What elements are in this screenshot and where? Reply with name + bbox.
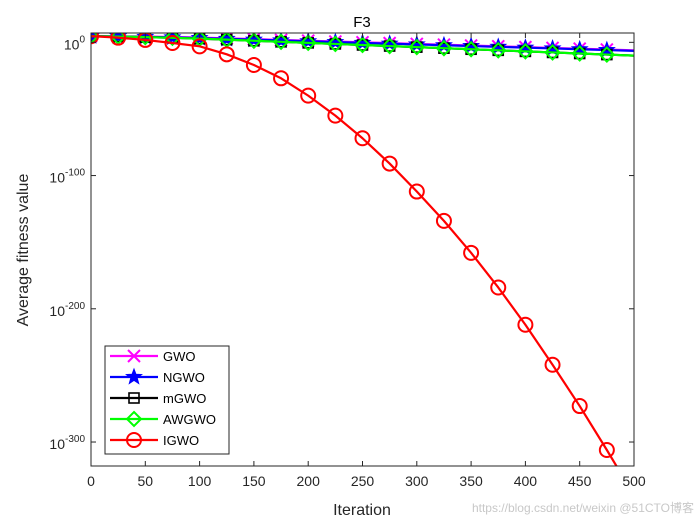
marker-circle	[354, 130, 371, 147]
x-tick-label: 350	[459, 473, 483, 489]
x-tick-label: 250	[351, 473, 375, 489]
chart-title: F3	[353, 14, 371, 31]
marker-circle	[381, 155, 398, 172]
marker-circle	[91, 33, 99, 45]
marker-circle	[245, 56, 262, 73]
marker-diamond	[516, 42, 534, 60]
legend-item-mgwo: mGWO	[110, 391, 206, 406]
marker-circle	[571, 398, 588, 415]
marker-circle	[544, 356, 561, 373]
y-axis-label: Average fitness value	[15, 174, 32, 327]
marker-diamond	[435, 39, 453, 57]
series-line-igwo	[91, 35, 618, 466]
marker-diamond	[381, 37, 399, 55]
marker-circle	[273, 70, 290, 87]
marker-diamond	[91, 33, 100, 45]
marker-diamond	[462, 40, 480, 58]
x-tick-label: 200	[297, 473, 321, 489]
x-axis-label: Iteration	[333, 502, 391, 519]
series-layer	[91, 33, 634, 466]
marker-circle	[598, 442, 615, 459]
x-tick-label: 100	[188, 473, 212, 489]
legend-box	[104, 345, 230, 455]
x-tick-label: 500	[622, 473, 646, 489]
marker-circle	[435, 212, 452, 229]
marker-diamond	[571, 45, 589, 62]
marker-diamond	[408, 38, 426, 56]
marker-star	[125, 367, 143, 385]
marker-circle	[137, 33, 154, 48]
x-tick-label: 50	[138, 473, 154, 489]
marker-circle	[463, 244, 480, 261]
y-tick-label: 10-300	[49, 434, 85, 452]
marker-circle	[408, 183, 425, 200]
y-tick-label: 10-100	[49, 168, 85, 186]
legend-label: AWGWO	[163, 412, 216, 427]
legend-label: NGWO	[163, 370, 205, 385]
series-awgwo	[91, 33, 634, 63]
legend-label: IGWO	[163, 433, 199, 448]
marker-diamond	[272, 33, 290, 51]
marker-diamond	[489, 41, 507, 59]
marker-diamond	[125, 410, 143, 428]
marker-square	[128, 392, 140, 404]
x-tick-label: 150	[242, 473, 266, 489]
legend-label: GWO	[163, 349, 196, 364]
marker-circle	[490, 279, 507, 296]
legend-item-awgwo: AWGWO	[110, 410, 216, 428]
marker-diamond	[245, 33, 263, 50]
marker-circle	[164, 34, 181, 51]
y-tick-label: 100	[64, 34, 86, 52]
legend-label: mGWO	[163, 391, 206, 406]
x-tick-label: 0	[87, 473, 95, 489]
marker-diamond	[164, 33, 181, 47]
marker-diamond	[109, 33, 127, 46]
marker-circle	[327, 107, 344, 124]
legend: GWO NGWO mGWO AWGWO IGWO	[104, 345, 230, 455]
legend-item-ngwo: NGWO	[110, 367, 205, 385]
legend-item-igwo: IGWO	[110, 432, 199, 448]
y-axis: 100 10-100 10-200 10-300	[49, 34, 634, 452]
marker-diamond	[354, 36, 371, 54]
watermark: https://blog.csdn.net/weixin @51CTO博客	[472, 500, 694, 515]
marker-x	[127, 349, 141, 363]
series-line-awgwo	[91, 35, 634, 57]
marker-circle	[218, 46, 235, 63]
marker-diamond	[598, 46, 616, 63]
x-tick-label: 400	[514, 473, 538, 489]
marker-diamond	[299, 34, 317, 52]
marker-circle	[126, 432, 142, 448]
x-tick-label: 300	[405, 473, 429, 489]
marker-diamond	[326, 35, 344, 53]
y-tick-label: 10-200	[49, 301, 85, 319]
marker-circle	[191, 38, 208, 55]
marker-circle	[517, 316, 534, 333]
marker-circle	[110, 33, 127, 46]
legend-item-gwo: GWO	[110, 349, 196, 364]
x-axis: 0 50 100 150 200 250 300 350 400 450 500	[87, 33, 646, 489]
series-igwo	[91, 33, 618, 466]
x-tick-label: 450	[568, 473, 592, 489]
marker-circle	[300, 87, 317, 104]
marker-diamond	[544, 44, 561, 61]
